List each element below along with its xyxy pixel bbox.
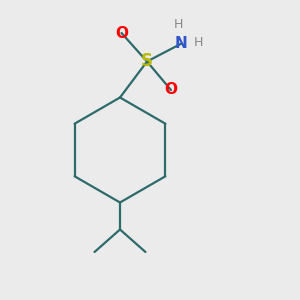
Text: S: S — [141, 52, 153, 70]
Text: H: H — [193, 35, 203, 49]
Text: H: H — [174, 17, 183, 31]
Text: O: O — [164, 82, 178, 98]
Text: O: O — [115, 26, 128, 40]
Text: N: N — [175, 36, 188, 51]
